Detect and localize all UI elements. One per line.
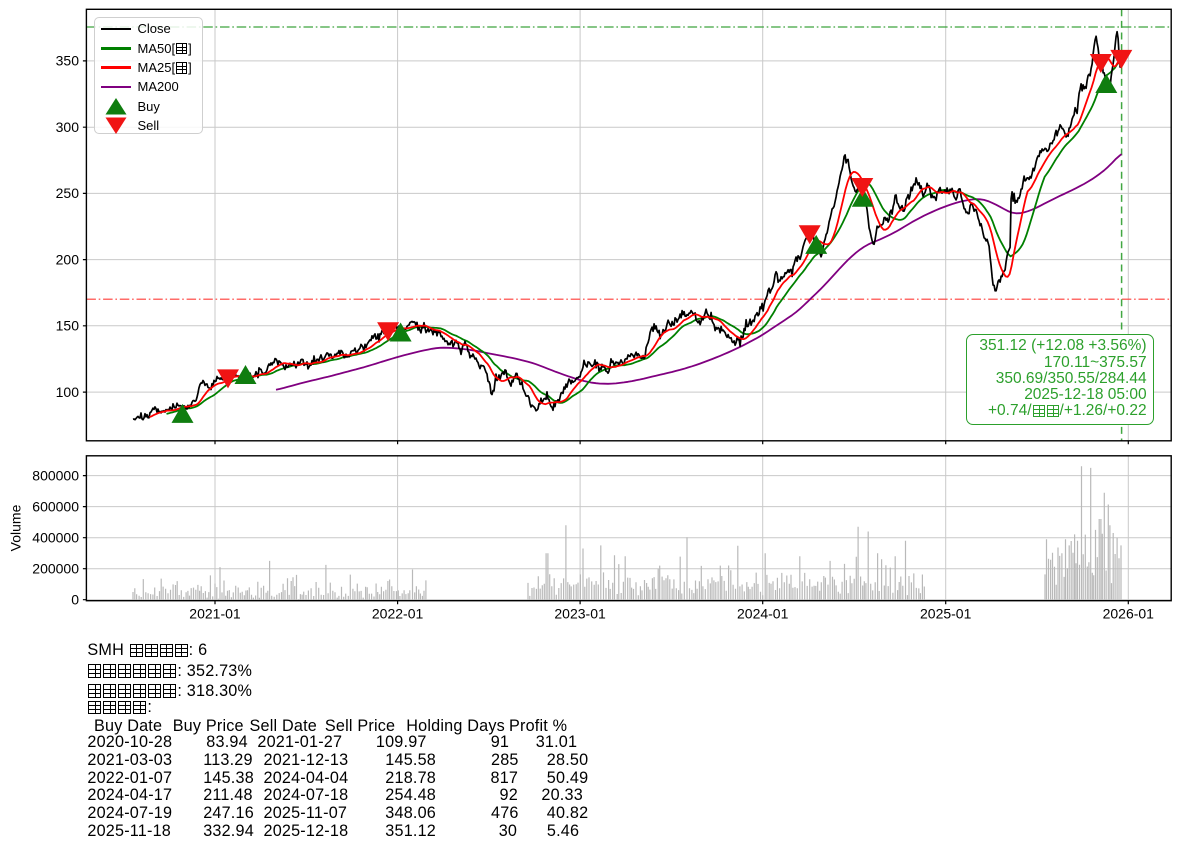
svg-text:150: 150 [56,318,80,334]
svg-text:200000: 200000 [32,560,79,576]
svg-text:Volume: Volume [8,504,24,551]
svg-text:2024-01: 2024-01 [737,606,789,622]
svg-text:2023-01: 2023-01 [554,606,606,622]
svg-text:350: 350 [56,53,80,69]
svg-text:300: 300 [56,119,80,135]
svg-text:2025-01: 2025-01 [920,606,972,622]
svg-text:2026-01: 2026-01 [1103,606,1155,622]
svg-text:100: 100 [56,384,80,400]
svg-text:200: 200 [56,251,80,267]
svg-text:400000: 400000 [32,529,79,545]
svg-text:800000: 800000 [32,467,79,483]
svg-text:250: 250 [56,185,80,201]
svg-text:600000: 600000 [32,498,79,514]
svg-text:2021-01: 2021-01 [189,606,241,622]
svg-text:2022-01: 2022-01 [372,606,424,622]
svg-text:0: 0 [71,591,79,607]
